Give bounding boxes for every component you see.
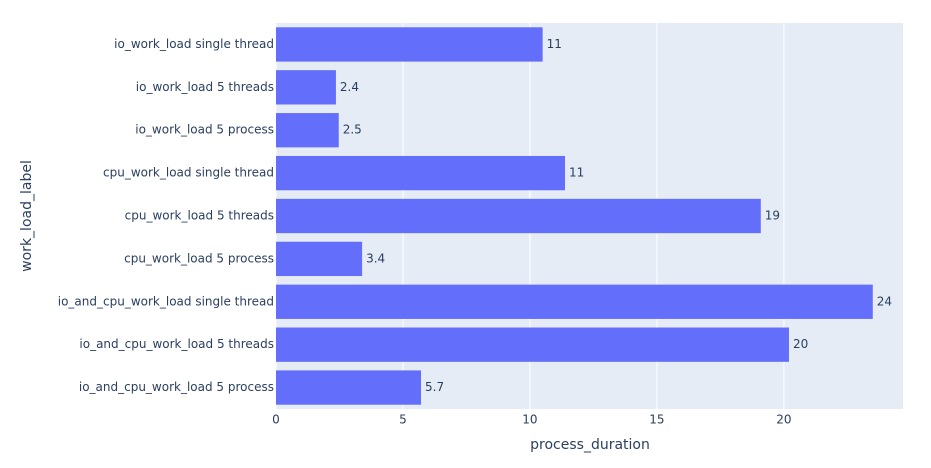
bar	[276, 327, 789, 362]
y-tick-label: cpu_work_load 5 process	[124, 251, 274, 265]
data-label: 2.4	[340, 80, 359, 94]
bar	[276, 284, 873, 319]
bar	[276, 198, 761, 234]
x-axis-title: process_duration	[530, 437, 650, 453]
x-tick-label: 5	[399, 413, 407, 427]
bar	[276, 113, 339, 148]
y-tick-label: io_work_load single thread	[114, 37, 274, 51]
bar	[276, 70, 336, 105]
y-tick-label: cpu_work_load 5 threads	[125, 209, 274, 223]
bar	[276, 370, 422, 405]
x-tick-label: 0	[272, 413, 280, 427]
data-label: 3.4	[366, 251, 385, 265]
y-tick-label: io_and_cpu_work_load 5 threads	[79, 337, 274, 351]
y-tick-label: cpu_work_load single thread	[103, 166, 274, 180]
y-tick-label: io_work_load 5 threads	[136, 80, 274, 94]
data-label: 24	[877, 294, 892, 308]
data-label: 19	[765, 209, 780, 223]
y-tick-label: io_and_cpu_work_load 5 process	[79, 380, 274, 394]
x-tick-label: 10	[522, 413, 537, 427]
data-label: 11	[569, 166, 584, 180]
bar	[276, 241, 363, 277]
y-tick-label: io_and_cpu_work_load single thread	[58, 294, 274, 308]
data-label: 11	[547, 37, 562, 51]
y-axis-title: work_load_label	[19, 160, 35, 272]
bar	[276, 27, 543, 62]
bar	[276, 155, 565, 191]
x-tick-label: 15	[649, 413, 664, 427]
y-tick-label: io_work_load 5 process	[135, 123, 274, 137]
x-tick-label: 20	[776, 413, 791, 427]
data-label: 20	[793, 337, 808, 351]
data-label: 2.5	[343, 123, 362, 137]
data-label: 5.7	[425, 380, 444, 394]
